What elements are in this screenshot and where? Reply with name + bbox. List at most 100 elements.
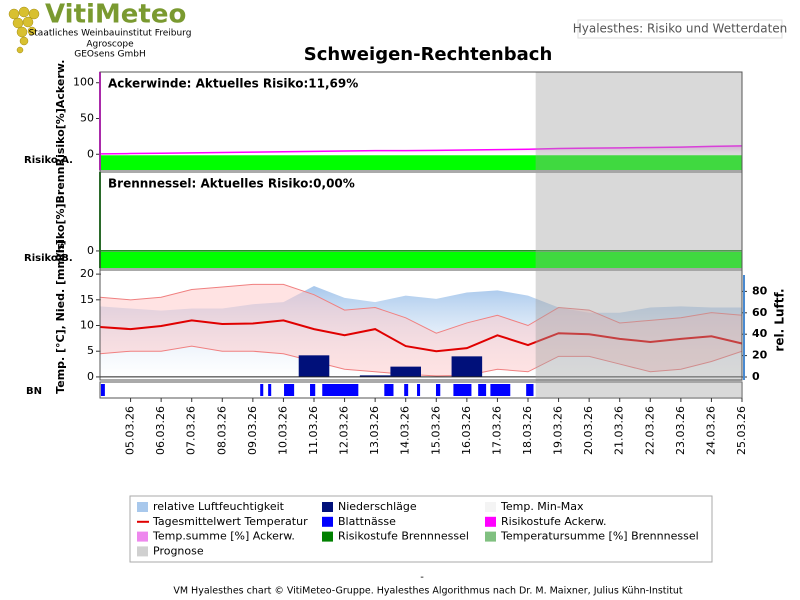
precip-bar bbox=[390, 366, 421, 377]
y2-tick-label: 0 bbox=[752, 370, 760, 383]
leaf-wetness bbox=[435, 384, 441, 396]
legend-box bbox=[129, 495, 713, 563]
legend-label: Tagesmittelwert Temperatur bbox=[152, 515, 308, 528]
leaf-wetness bbox=[310, 384, 316, 396]
x-tick-label: 09.03.26 bbox=[246, 406, 259, 455]
legend-swatch bbox=[485, 516, 496, 527]
temp-band bbox=[100, 284, 742, 376]
y-tick-label: 50 bbox=[80, 111, 94, 124]
y2-tick-label: 20 bbox=[752, 349, 768, 362]
precip-bar bbox=[451, 356, 483, 377]
y-axis-label: Risiko[%]Brenn. bbox=[54, 162, 67, 261]
badge-box bbox=[577, 19, 783, 39]
org: GEOsens GmbH bbox=[74, 50, 145, 60]
leaf-wetness bbox=[268, 384, 272, 396]
prognose bbox=[535, 72, 742, 398]
legend-swatch bbox=[485, 531, 496, 542]
legend-label: Blattnässe bbox=[338, 515, 396, 528]
x-tick-label: 20.03.26 bbox=[582, 406, 595, 455]
risk-level-band bbox=[100, 251, 742, 268]
precip-bar bbox=[298, 355, 330, 377]
x-tick-label: 21.03.26 bbox=[613, 406, 626, 455]
legend-swatch bbox=[137, 546, 148, 557]
logo-grapes bbox=[8, 6, 40, 54]
legend-label: relative Luftfeuchtigkeit bbox=[153, 500, 285, 513]
risk-line bbox=[99, 145, 743, 155]
x-tick-label: 15.03.26 bbox=[429, 406, 442, 455]
legend-swatch bbox=[137, 502, 148, 512]
x-tick-label: 16.03.26 bbox=[460, 406, 473, 455]
leaf-wetness bbox=[404, 384, 409, 396]
legend-label: Niederschläge bbox=[338, 500, 417, 513]
dash: - bbox=[420, 572, 424, 583]
y-tick-label: 20 bbox=[80, 267, 94, 280]
footer: VM Hyalesthes chart © VitiMeteo-Gruppe. … bbox=[173, 586, 683, 597]
y2-tick-label: 40 bbox=[752, 327, 768, 340]
band-label: Risiko B. bbox=[24, 253, 73, 264]
leaf-wetness bbox=[322, 384, 359, 396]
band-label: Risiko A. bbox=[24, 155, 73, 166]
legend-label: Risikostufe Brennnessel bbox=[338, 530, 469, 543]
x-tick-label: 25.03.26 bbox=[735, 406, 748, 455]
y-axis-label: Temp. [°C], Nied. [mm/h] bbox=[54, 240, 67, 394]
y-tick-label: 5 bbox=[87, 344, 94, 357]
x-tick-label: 22.03.26 bbox=[643, 406, 656, 455]
y2-tick-label: 80 bbox=[752, 284, 768, 297]
legend-label: Temperatursumme [%] Brennnessel bbox=[500, 530, 699, 543]
x-tick-label: 11.03.26 bbox=[307, 406, 320, 455]
leaf-wetness bbox=[284, 384, 295, 396]
y-tick-label: 0 bbox=[87, 147, 94, 160]
legend-label: Risikostufe Ackerw. bbox=[501, 515, 606, 528]
leaf-wetness bbox=[260, 384, 264, 396]
x-tick-label: 19.03.26 bbox=[552, 406, 565, 455]
leaf-wetness bbox=[526, 384, 534, 396]
badge: Hyalesthes: Risiko und Wetterdaten bbox=[573, 22, 788, 36]
x-tick-label: 12.03.26 bbox=[338, 406, 351, 455]
y-tick-label: 100 bbox=[73, 76, 94, 89]
y2-axis-label: rel. Luftf. bbox=[773, 288, 787, 351]
x-tick-label: 13.03.26 bbox=[368, 406, 381, 455]
risk-level-band bbox=[100, 155, 742, 170]
precip-bar bbox=[359, 375, 391, 377]
x-tick-label: 23.03.26 bbox=[674, 406, 687, 455]
band-label: BN bbox=[26, 386, 42, 397]
leaf-wetness bbox=[384, 384, 394, 396]
org: Staatliches Weinbauinstitut Freiburg bbox=[29, 29, 192, 39]
plot-frame bbox=[99, 71, 743, 381]
leaf-wetness bbox=[417, 384, 421, 396]
x-tick-label: 17.03.26 bbox=[490, 406, 503, 455]
y-axis-label: Risiko[%]Ackerw. bbox=[54, 60, 67, 167]
leaf-wetness bbox=[100, 384, 105, 396]
y-tick-label: 15 bbox=[80, 293, 94, 306]
x-tick-label: 06.03.26 bbox=[154, 406, 167, 455]
org: Agroscope bbox=[86, 40, 134, 50]
legend-label: Prognose bbox=[153, 544, 204, 557]
chart-title: Schweigen-Rechtenbach bbox=[304, 44, 553, 65]
x-tick-label: 18.03.26 bbox=[521, 406, 534, 455]
x-tick-label: 08.03.26 bbox=[215, 406, 228, 455]
temp-mean-line bbox=[99, 319, 743, 353]
y-tick-label: 0 bbox=[87, 370, 94, 383]
legend-swatch bbox=[322, 516, 333, 527]
legend-label: Temp.summe [%] Ackerw. bbox=[152, 530, 295, 543]
legend-swatch bbox=[137, 531, 148, 542]
legend-label: Temp. Min-Max bbox=[500, 500, 584, 513]
leaf-wetness bbox=[490, 384, 511, 396]
x-tick-label: 10.03.26 bbox=[276, 406, 289, 455]
legend-swatch bbox=[485, 502, 496, 512]
temp-max-line bbox=[99, 283, 743, 334]
leaf-wetness bbox=[453, 384, 472, 396]
x-tick-label: 07.03.26 bbox=[185, 406, 198, 455]
legend-swatch bbox=[322, 531, 333, 542]
y2-tick-label: 60 bbox=[752, 306, 768, 319]
leaf-wetness bbox=[478, 384, 487, 396]
legend-swatch bbox=[322, 502, 333, 512]
y-tick-label: 0 bbox=[87, 244, 94, 257]
y-tick-label: 10 bbox=[80, 319, 94, 332]
risk-annotation: Ackerwinde: Aktuelles Risiko:11,69% bbox=[108, 77, 358, 91]
x-tick-label: 14.03.26 bbox=[399, 406, 412, 455]
logo: VitiMeteo bbox=[45, 0, 186, 30]
risk-annotation: Brennnessel: Aktuelles Risiko:0,00% bbox=[108, 177, 355, 191]
x-tick-label: 05.03.26 bbox=[124, 406, 137, 455]
